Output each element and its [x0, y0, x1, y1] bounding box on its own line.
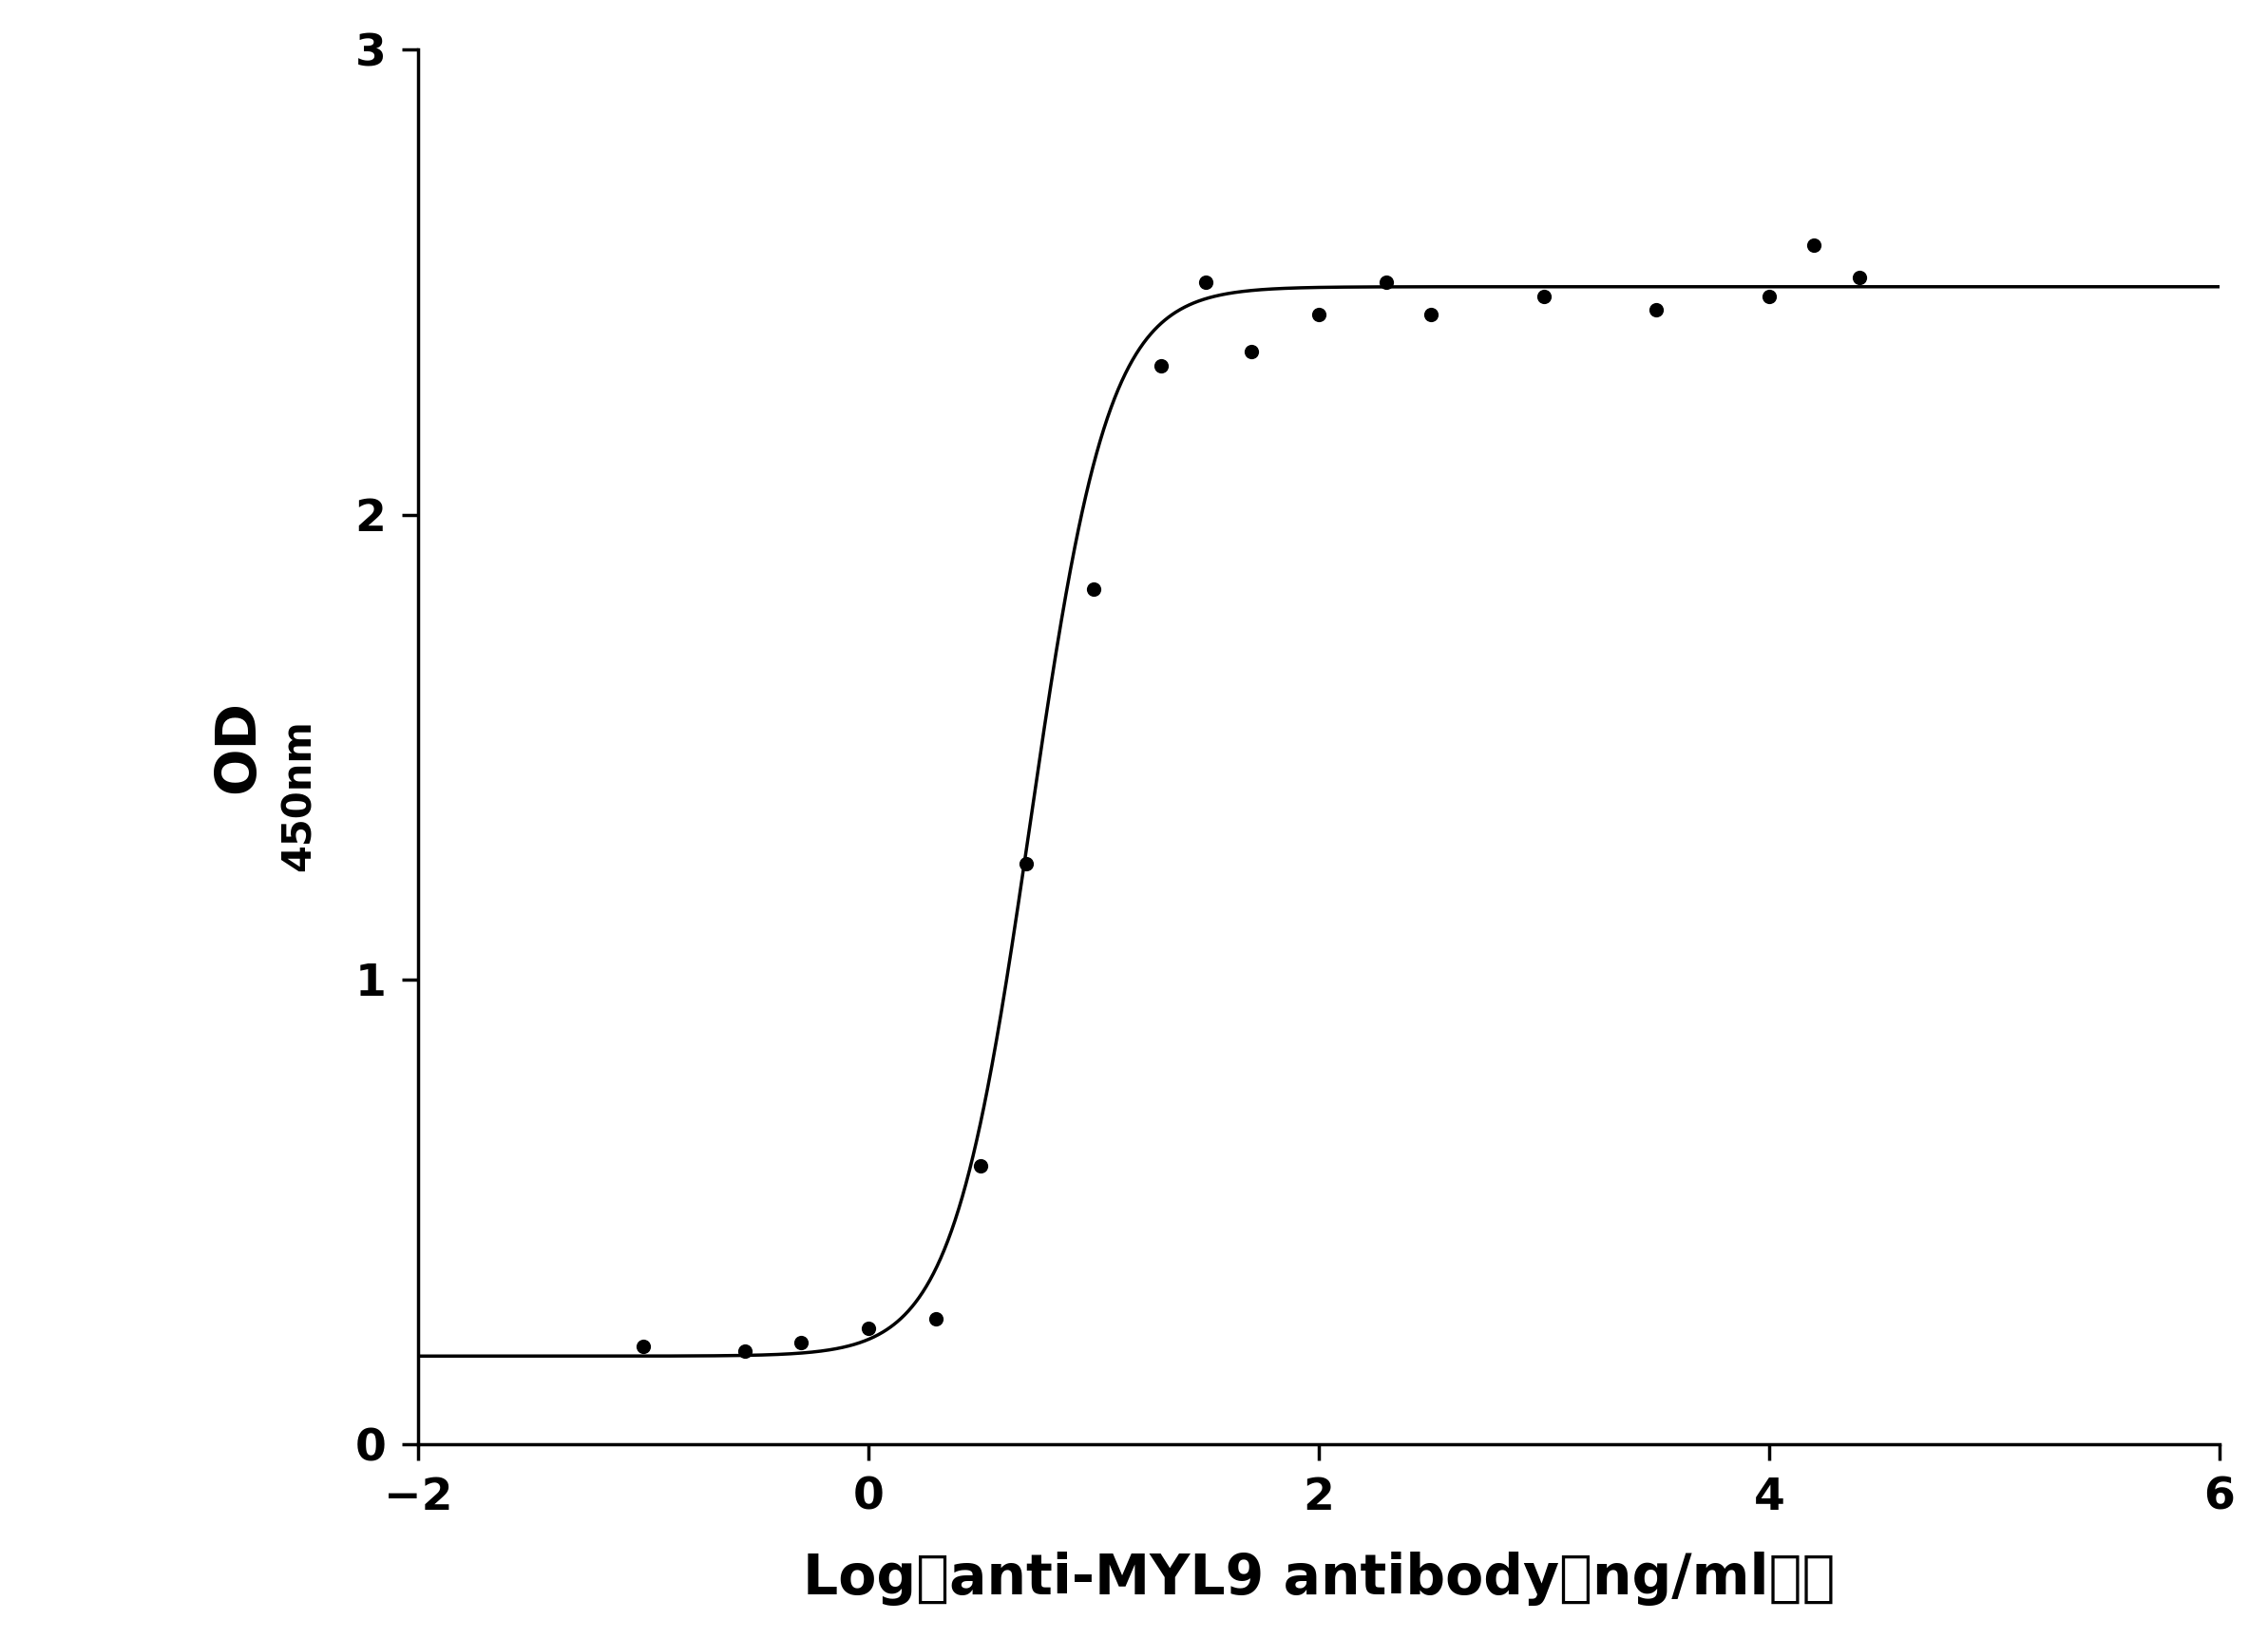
Text: OD: OD: [211, 700, 265, 793]
Point: [1751, 284, 1787, 310]
Point: [1413, 302, 1449, 328]
X-axis label: Log（anti-MYL9 antibody（ng/ml））: Log（anti-MYL9 antibody（ng/ml））: [803, 1552, 1835, 1606]
Point: [964, 1152, 1000, 1178]
Point: [1526, 284, 1563, 310]
Point: [850, 1314, 887, 1341]
Point: [726, 1339, 762, 1365]
Point: [1300, 302, 1336, 328]
Point: [1842, 264, 1878, 290]
Point: [1637, 297, 1674, 323]
Point: [626, 1334, 662, 1360]
Point: [1075, 575, 1111, 602]
Text: 450nm: 450nm: [279, 720, 320, 872]
Point: [782, 1329, 819, 1355]
Point: [1234, 339, 1270, 365]
Point: [919, 1306, 955, 1333]
Point: [1796, 231, 1833, 257]
Point: [1007, 851, 1043, 877]
Point: [1143, 352, 1179, 379]
Point: [1188, 269, 1225, 295]
Point: [1368, 269, 1404, 295]
